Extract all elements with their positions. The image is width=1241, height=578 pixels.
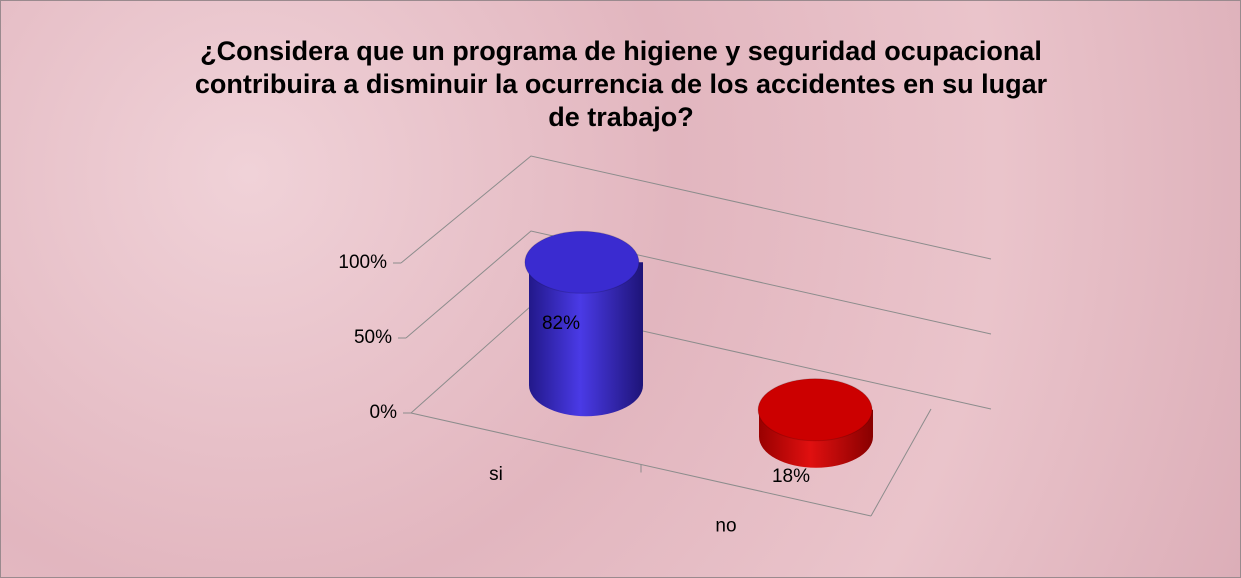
bar-top [524, 230, 640, 294]
grid-line [400, 155, 992, 264]
y-tick-label: 100% [338, 252, 387, 273]
x-tick-label: no [715, 515, 736, 536]
grid-line [410, 305, 992, 414]
data-label: 82% [542, 313, 580, 334]
y-tick-label: 50% [354, 327, 392, 348]
grid-line [405, 230, 992, 339]
y-tick-label: 0% [370, 402, 398, 423]
bar-body [529, 262, 643, 417]
x-tick-label: si [489, 464, 503, 485]
bar-top [757, 378, 873, 442]
data-label: 18% [772, 466, 810, 487]
chart-title: ¿Considera que un programa de higiene y … [194, 36, 1048, 132]
floor-right-edge [870, 408, 932, 517]
